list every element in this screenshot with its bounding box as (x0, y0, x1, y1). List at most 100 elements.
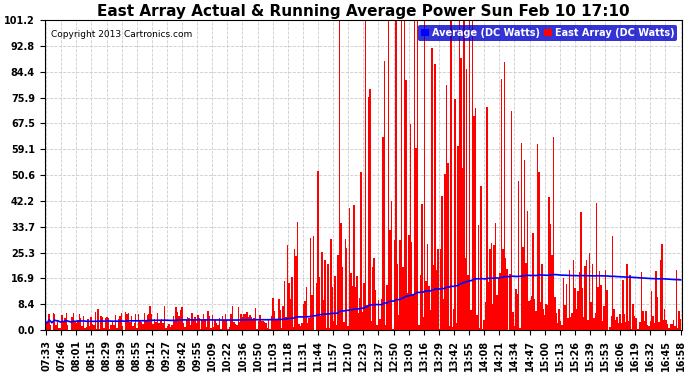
Bar (611, 316, 612, 330)
Bar (653, 316, 654, 330)
Bar (63, 322, 64, 330)
Bar (482, 329, 483, 330)
Bar (378, 300, 380, 330)
Bar (509, 274, 511, 330)
Bar (138, 314, 139, 330)
Bar (333, 321, 335, 330)
Bar (252, 319, 253, 330)
Bar (162, 322, 164, 330)
Bar (654, 323, 656, 330)
Bar (459, 20, 460, 330)
Bar (277, 318, 278, 330)
Bar (427, 244, 428, 330)
Title: East Array Actual & Running Average Power Sun Feb 10 17:10: East Array Actual & Running Average Powe… (97, 4, 630, 19)
Bar (439, 329, 440, 330)
Bar (327, 264, 328, 330)
Bar (66, 313, 67, 330)
Bar (394, 240, 395, 330)
Bar (386, 285, 388, 330)
Bar (109, 329, 110, 330)
Bar (180, 310, 181, 330)
Bar (226, 320, 228, 330)
Bar (101, 316, 104, 330)
Bar (326, 328, 327, 330)
Bar (493, 245, 495, 330)
Bar (640, 322, 641, 330)
Bar (595, 313, 596, 330)
Bar (534, 298, 535, 330)
Bar (197, 315, 199, 330)
Bar (528, 301, 529, 330)
Bar (431, 48, 433, 330)
Bar (151, 314, 152, 330)
Bar (219, 318, 220, 330)
Bar (200, 329, 201, 330)
Bar (126, 314, 128, 330)
Bar (310, 238, 311, 330)
Bar (603, 306, 604, 330)
Bar (244, 314, 245, 330)
Bar (172, 316, 174, 330)
Bar (271, 316, 273, 330)
Bar (323, 300, 324, 330)
Bar (649, 321, 651, 330)
Bar (563, 278, 564, 330)
Bar (261, 321, 262, 330)
Bar (221, 316, 223, 330)
Bar (193, 320, 194, 330)
Bar (495, 223, 496, 330)
Bar (232, 306, 233, 330)
Bar (223, 320, 224, 330)
Bar (299, 326, 302, 330)
Bar (506, 269, 508, 330)
Bar (106, 316, 108, 330)
Bar (194, 317, 196, 330)
Bar (265, 322, 266, 330)
Bar (365, 20, 366, 330)
Bar (342, 267, 343, 330)
Bar (110, 325, 112, 330)
Bar (313, 236, 314, 330)
Bar (297, 222, 298, 330)
Bar (141, 322, 142, 330)
Bar (457, 146, 459, 330)
Bar (344, 240, 346, 330)
Legend: Average (DC Watts), East Array (DC Watts): Average (DC Watts), East Array (DC Watts… (418, 25, 677, 41)
Bar (210, 328, 212, 330)
Bar (517, 294, 518, 330)
Bar (48, 314, 50, 330)
Bar (628, 321, 629, 330)
Bar (529, 300, 531, 330)
Bar (208, 316, 210, 330)
Bar (278, 298, 279, 330)
Bar (629, 275, 631, 330)
Bar (360, 172, 362, 330)
Bar (346, 248, 348, 330)
Bar (622, 280, 624, 330)
Bar (255, 308, 257, 330)
Bar (638, 329, 640, 330)
Bar (54, 314, 55, 330)
Bar (660, 260, 661, 330)
Bar (376, 325, 378, 330)
Bar (79, 314, 80, 330)
Bar (418, 326, 420, 330)
Bar (410, 124, 411, 330)
Bar (402, 267, 404, 330)
Bar (258, 321, 259, 330)
Bar (203, 314, 204, 330)
Bar (397, 264, 398, 330)
Bar (497, 278, 499, 330)
Bar (373, 258, 375, 330)
Bar (266, 328, 268, 330)
Bar (571, 313, 573, 330)
Bar (135, 314, 137, 330)
Bar (680, 319, 681, 330)
Bar (355, 287, 356, 330)
Bar (537, 144, 538, 330)
Bar (257, 329, 258, 330)
Bar (602, 321, 603, 330)
Bar (369, 89, 371, 330)
Bar (55, 325, 57, 330)
Bar (161, 319, 162, 330)
